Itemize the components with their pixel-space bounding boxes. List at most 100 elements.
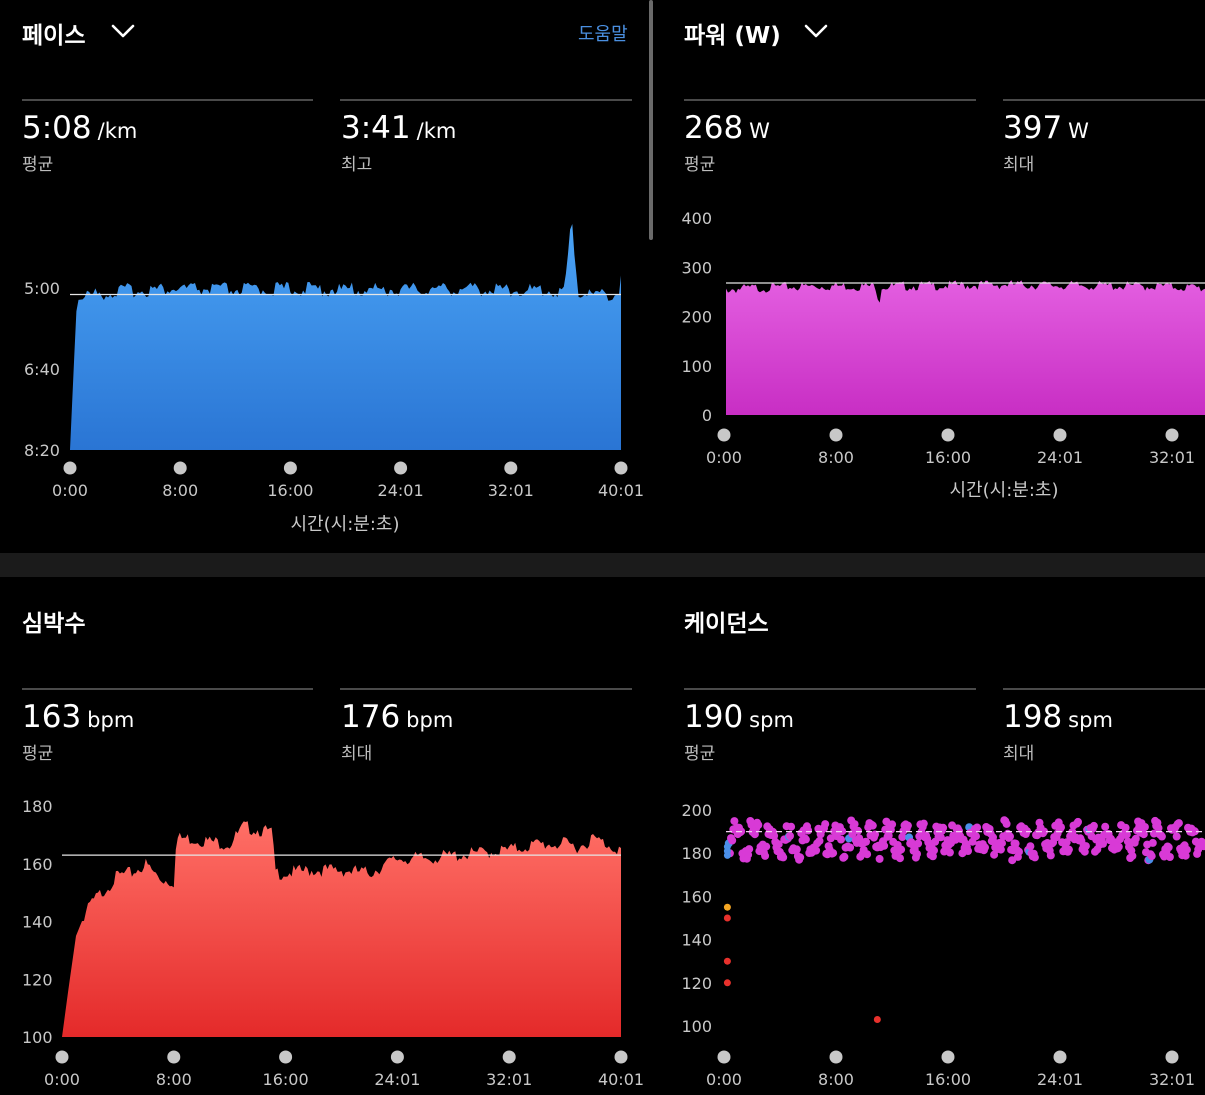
heart-area	[62, 821, 621, 1037]
cadence-point	[821, 820, 830, 829]
cadence-point	[875, 854, 884, 863]
x-tick-dot	[1165, 428, 1179, 442]
cadence-point	[896, 854, 904, 863]
pace-chart: 5:00 6:40 8:20 0:00 8:00 16:00 24:01 32:01 40:01…	[24, 224, 644, 535]
power-max-value: 397 W	[1003, 110, 1089, 146]
heart-max-number: 176	[341, 699, 401, 735]
x-axis-label: 시간(시:분:초)	[950, 480, 1059, 501]
x-tick-label: 32:01	[1149, 1070, 1195, 1089]
cadence-point	[898, 833, 907, 841]
y-tick-label: 8:20	[24, 441, 60, 460]
cadence-chart: 200 180 160 140 120 100 0:00 8:00 16:00 24:01 32:0…	[681, 801, 1205, 1089]
x-tick-dot	[504, 461, 518, 475]
cadence-point	[1148, 838, 1157, 847]
y-tick-label: 120	[681, 974, 712, 993]
cadence-point	[868, 821, 877, 830]
power-title[interactable]: 파워 (W)	[684, 23, 781, 49]
cadence-point	[871, 830, 879, 839]
x-tick-dot	[1053, 428, 1067, 442]
x-tick-label: 8:00	[818, 1070, 854, 1089]
cadence-point	[1030, 853, 1039, 862]
pace-average-value: 5:08/km	[22, 110, 137, 146]
cadence-point	[1015, 847, 1023, 856]
cadence-point	[913, 850, 921, 858]
cadence-point	[1174, 819, 1183, 828]
cadence-point	[945, 848, 954, 857]
x-tick-dot	[829, 428, 843, 442]
y-tick-label: 400	[681, 209, 712, 228]
x-tick-label: 0:00	[706, 1070, 742, 1089]
cadence-unit: spm	[1068, 708, 1113, 732]
cadence-point	[996, 845, 1005, 854]
y-tick-label: 6:40	[24, 360, 60, 379]
x-tick-label: 24:01	[378, 481, 424, 500]
x-tick-label: 24:01	[1037, 1070, 1083, 1089]
chevron-down-icon[interactable]	[110, 22, 136, 40]
cadence-point	[815, 836, 824, 845]
y-tick-label: 100	[681, 1017, 712, 1036]
pace-best-number: 3:41	[341, 110, 411, 146]
power-unit: W	[749, 119, 770, 143]
pace-title[interactable]: 페이스	[22, 23, 86, 49]
x-tick-label: 0:00	[44, 1070, 80, 1089]
x-tick-dot	[829, 1050, 843, 1064]
cadence-point	[862, 837, 870, 846]
cadence-point	[1140, 823, 1149, 831]
cadence-point	[838, 827, 847, 836]
x-tick-dot	[1053, 1050, 1067, 1064]
x-tick-dot	[614, 461, 628, 475]
x-tick-label: 8:00	[818, 448, 854, 467]
cadence-point	[762, 842, 771, 851]
power-average-number: 268	[684, 110, 744, 146]
stat-divider	[22, 99, 313, 101]
cadence-point	[837, 835, 845, 844]
cadence-point	[1114, 842, 1123, 851]
cadence-average-number: 190	[684, 699, 744, 735]
cadence-outlier-point	[723, 903, 731, 911]
cadence-point	[829, 849, 838, 858]
cadence-point	[812, 846, 821, 855]
cadence-point	[745, 845, 754, 854]
scrollbar[interactable]	[649, 0, 653, 240]
cadence-max-value: 198 spm	[1003, 699, 1113, 735]
y-tick-label: 300	[681, 258, 712, 277]
x-tick-label: 24:01	[1037, 448, 1083, 467]
cadence-point	[888, 820, 897, 829]
cadence-point	[1165, 853, 1174, 861]
x-tick-label: 16:00	[925, 448, 971, 467]
help-link[interactable]: 도움말	[578, 24, 628, 45]
power-max-label: 최대	[1003, 155, 1035, 175]
cadence-outlier-point	[723, 957, 731, 965]
x-tick-label: 32:01	[1149, 448, 1195, 467]
cadence-point	[1040, 827, 1048, 836]
x-tick-label: 32:01	[488, 481, 534, 500]
cadence-point	[840, 852, 849, 861]
cadence-point	[981, 843, 989, 852]
x-tick-label: 16:00	[267, 481, 313, 500]
y-tick-label: 200	[681, 801, 712, 820]
cadence-point	[1046, 851, 1055, 860]
cadence-point	[914, 839, 923, 848]
pace-unit: /km	[416, 119, 457, 143]
x-tick-label: 16:00	[925, 1070, 971, 1089]
cadence-point	[1074, 817, 1082, 826]
cadence-outlier-point	[873, 1016, 881, 1024]
x-tick-dot	[614, 1050, 628, 1064]
x-tick-dot	[941, 1050, 955, 1064]
section-divider	[0, 553, 1205, 577]
cadence-point	[1164, 843, 1173, 852]
cadence-point	[884, 831, 893, 840]
cadence-point	[973, 823, 982, 832]
x-tick-dot	[63, 461, 77, 475]
x-tick-label: 32:01	[486, 1070, 532, 1089]
stat-divider	[684, 99, 976, 101]
cadence-point	[919, 819, 928, 828]
chevron-down-icon[interactable]	[803, 22, 829, 40]
x-tick-dot	[390, 1050, 404, 1064]
x-tick-label: 40:01	[598, 481, 644, 500]
pace-best-value: 3:41/km	[341, 110, 456, 146]
stat-divider	[22, 688, 313, 690]
cadence-point	[723, 851, 731, 859]
stat-divider	[684, 688, 976, 690]
x-tick-label: 40:01	[598, 1070, 644, 1089]
